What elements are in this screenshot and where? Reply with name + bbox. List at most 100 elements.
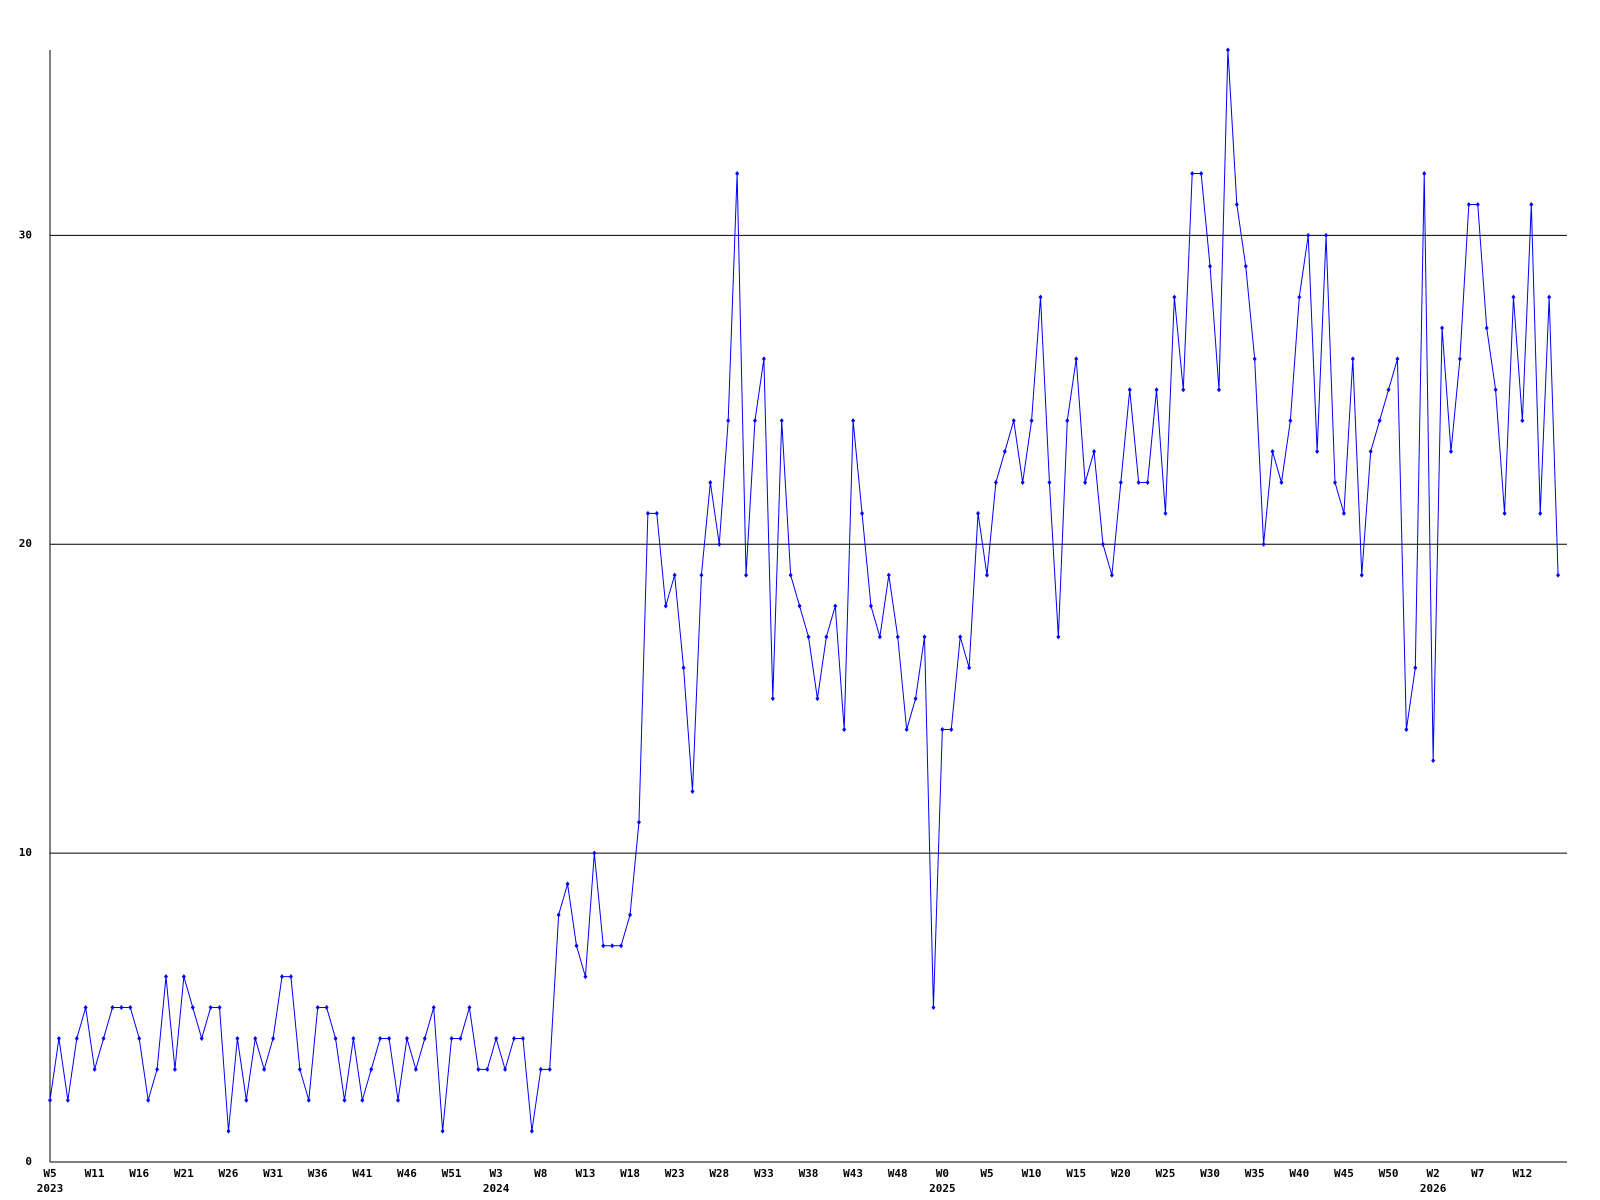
data-point [654, 510, 659, 516]
data-point [1395, 356, 1400, 362]
data-point [1199, 171, 1204, 177]
data-point [619, 943, 624, 949]
data-point [993, 479, 998, 485]
x-tick-label: W41 [352, 1167, 372, 1180]
data-point [1332, 479, 1337, 485]
x-tick-label: W36 [308, 1167, 328, 1180]
data-point [761, 356, 766, 362]
x-tick-label: W10 [1022, 1167, 1042, 1180]
x-tick-label: W26 [219, 1167, 239, 1180]
data-point [1261, 541, 1266, 547]
data-point [1475, 201, 1480, 207]
data-point [244, 1097, 249, 1103]
data-point [1163, 510, 1168, 516]
data-point [1315, 449, 1320, 455]
data-point [1208, 263, 1213, 269]
data-point [752, 418, 757, 424]
data-point [128, 1005, 133, 1011]
data-point [1520, 418, 1525, 424]
data-point [1234, 201, 1239, 207]
x-tick-label: W16 [129, 1167, 149, 1180]
data-point [48, 1097, 52, 1103]
data-point [547, 1066, 552, 1072]
data-point [895, 634, 900, 640]
data-point [779, 418, 784, 424]
data-point [1386, 387, 1391, 393]
data-point [904, 727, 909, 733]
data-point [574, 943, 579, 949]
y-tick-label: 30 [19, 228, 32, 241]
data-point [949, 727, 954, 733]
data-point [1065, 418, 1070, 424]
y-tick-label: 0 [25, 1155, 32, 1168]
x-tick-label: W50 [1379, 1167, 1399, 1180]
data-point [146, 1097, 151, 1103]
data-point [984, 572, 989, 578]
data-point [324, 1005, 329, 1011]
data-point [886, 572, 891, 578]
data-point [458, 1035, 463, 1041]
data-point [181, 974, 186, 980]
data-point [744, 572, 749, 578]
data-point [494, 1035, 499, 1041]
data-point [387, 1035, 392, 1041]
data-point [538, 1066, 543, 1072]
data-point [520, 1035, 525, 1041]
data-point [735, 171, 740, 177]
data-point [913, 696, 918, 702]
data-point [288, 974, 293, 980]
data-point [1288, 418, 1293, 424]
data-point [1457, 356, 1462, 362]
data-point [699, 572, 704, 578]
data-point [360, 1097, 365, 1103]
data-point [636, 819, 641, 825]
data-point [797, 603, 802, 609]
data-point [1502, 510, 1507, 516]
data-point [297, 1066, 302, 1072]
data-point [1109, 572, 1114, 578]
data-point [1047, 479, 1052, 485]
data-point [110, 1005, 115, 1011]
data-point [806, 634, 811, 640]
data-point [1074, 356, 1079, 362]
x-tick-label: W5 [43, 1167, 56, 1180]
x-tick-label: W45 [1334, 1167, 1354, 1180]
x-tick-label: W25 [1156, 1167, 1176, 1180]
data-point [74, 1035, 79, 1041]
data-point [1020, 479, 1025, 485]
data-point [1306, 232, 1311, 238]
data-point [485, 1066, 490, 1072]
data-point [663, 603, 668, 609]
data-point [449, 1035, 454, 1041]
data-point [422, 1035, 427, 1041]
data-point [333, 1035, 338, 1041]
data-point [708, 479, 713, 485]
x-tick-label: W13 [575, 1167, 595, 1180]
x-tick-label: W35 [1245, 1167, 1265, 1180]
data-point [280, 974, 285, 980]
data-point [690, 788, 695, 794]
x-year-label: 2023 [37, 1182, 64, 1195]
data-point [788, 572, 793, 578]
x-tick-label: W12 [1512, 1167, 1532, 1180]
data-point [1029, 418, 1034, 424]
data-point [877, 634, 882, 640]
x-tick-label: W20 [1111, 1167, 1131, 1180]
data-point [726, 418, 731, 424]
x-tick-label: W28 [709, 1167, 729, 1180]
data-point [164, 974, 169, 980]
data-point [1547, 294, 1552, 300]
data-point [1413, 665, 1418, 671]
data-point [512, 1035, 517, 1041]
x-tick-label: W21 [174, 1167, 194, 1180]
data-point [190, 1005, 195, 1011]
data-point [172, 1066, 177, 1072]
x-year-label: 2024 [483, 1182, 510, 1195]
data-point [1448, 449, 1453, 455]
data-point [503, 1066, 508, 1072]
data-point [315, 1005, 320, 1011]
data-point [628, 912, 633, 918]
data-point [681, 665, 686, 671]
x-year-label: 2025 [929, 1182, 956, 1195]
data-point [1377, 418, 1382, 424]
